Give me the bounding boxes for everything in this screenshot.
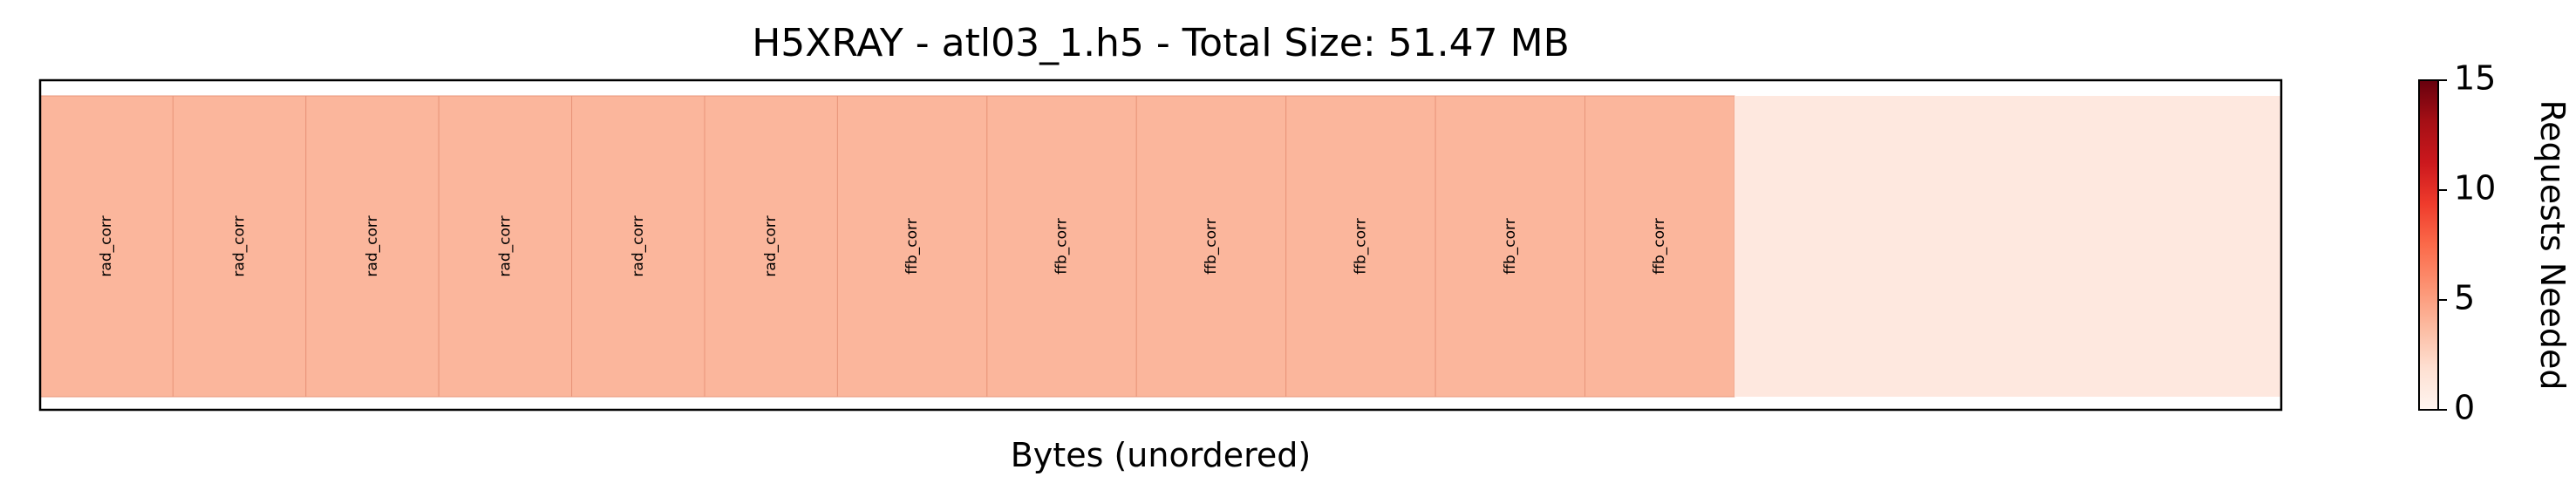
block-label: rad_corr (762, 215, 780, 276)
heatmap-remainder (1734, 96, 2282, 397)
colorbar-tick-label: 15 (2454, 59, 2496, 98)
colorbar (2418, 79, 2439, 411)
heatmap-block (836, 95, 988, 398)
heatmap-block (438, 95, 573, 398)
block-label: ffb_corr (903, 218, 921, 274)
block-label: ffb_corr (1053, 218, 1071, 274)
block-label: ffb_corr (1352, 218, 1369, 274)
block-label: ffb_corr (1502, 218, 1519, 274)
heatmap-block (39, 95, 174, 398)
colorbar-label: Requests Needed (2533, 99, 2572, 390)
block-label: ffb_corr (1203, 218, 1220, 274)
heatmap-block (1135, 95, 1287, 398)
heatmap-block (172, 95, 307, 398)
x-axis-label: Bytes (unordered) (1011, 436, 1312, 474)
plot-blocks: rad_corr rad_corr rad_corr rad_corr rad_corr… (39, 95, 2282, 398)
heatmap-block (305, 95, 440, 398)
colorbar-tick-label: 5 (2454, 279, 2475, 317)
plot-frame (38, 78, 2283, 412)
colorbar-tick-label: 0 (2454, 389, 2475, 427)
colorbar-ticks: 0 5 10 15 (2438, 59, 2496, 427)
heatmap-block (986, 95, 1137, 398)
heatmap-block (1584, 95, 1735, 398)
block-label: rad_corr (364, 215, 381, 276)
block-label: rad_corr (98, 215, 115, 276)
block-label: rad_corr (231, 215, 249, 276)
heatmap-block (704, 95, 838, 398)
block-label: rad_corr (496, 215, 514, 276)
block-label: rad_corr (630, 215, 647, 276)
heatmap-block (1285, 95, 1436, 398)
chart-title: H5XRAY - atl03_1.h5 - Total Size: 51.47 … (752, 21, 1570, 65)
heatmap-block (571, 95, 705, 398)
block-label: ffb_corr (1651, 218, 1668, 274)
colorbar-tick-label: 10 (2454, 169, 2496, 208)
